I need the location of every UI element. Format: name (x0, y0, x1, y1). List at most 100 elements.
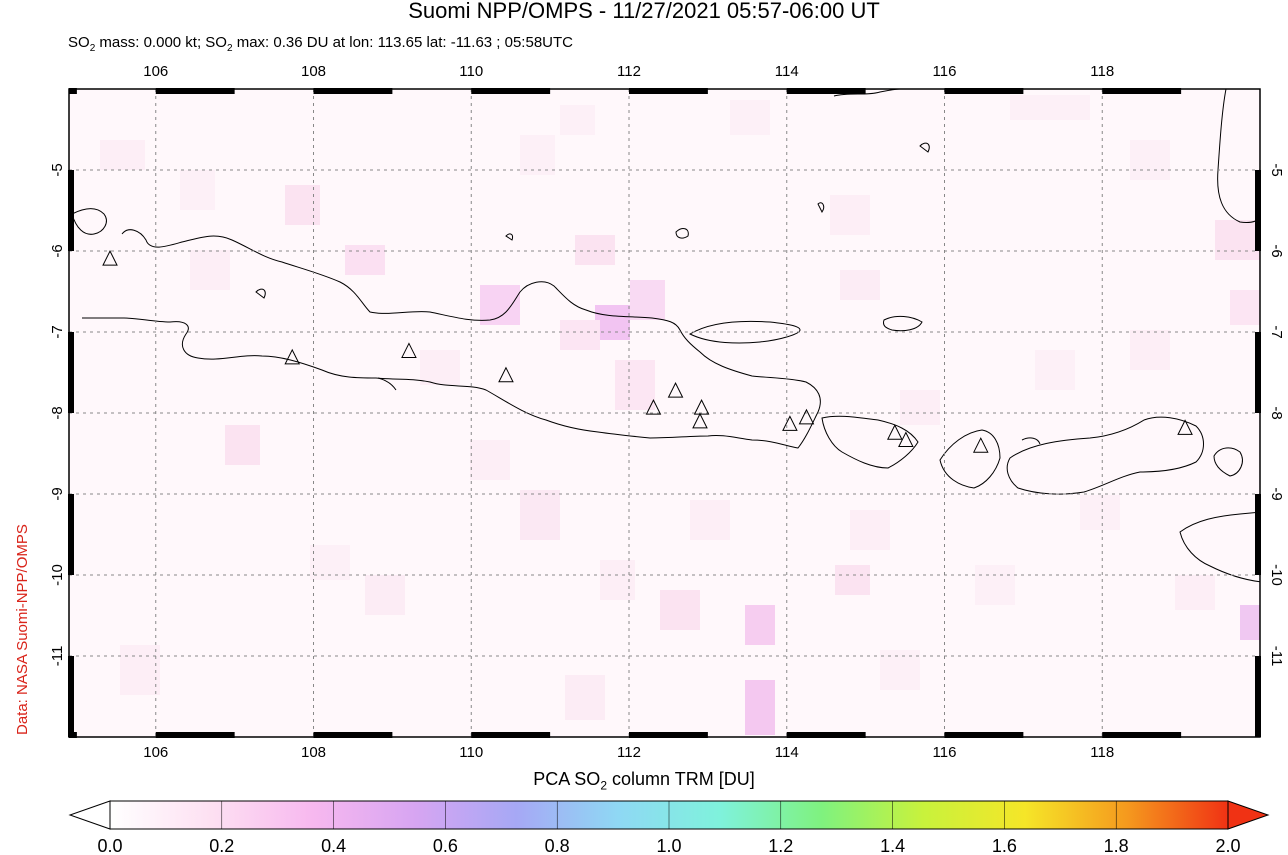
so2-pixel (1215, 220, 1260, 260)
triangle-icon (887, 424, 903, 440)
sumbawa-coastline (1006, 416, 1204, 495)
longitude-tick-label-bottom: 114 (775, 744, 799, 761)
so2-pixel (690, 500, 730, 540)
colorbar-title-part: column TRM [DU] (607, 769, 755, 789)
so2-pixel (1130, 330, 1170, 370)
subtitle-subscript: 2 (226, 43, 233, 54)
latitude-tick-label-right: -5 (1268, 163, 1285, 176)
triangle-icon (667, 382, 684, 398)
graticule (69, 89, 1260, 737)
triangle-icon (693, 399, 710, 415)
so2-pixel (660, 590, 700, 630)
so2-pixel (1010, 95, 1090, 120)
colorbar-tick-label: 1.6 (992, 836, 1017, 855)
triangle-icon (401, 342, 417, 358)
so2-pixel (850, 510, 890, 550)
so2-pixel (595, 305, 630, 340)
so2-pixel (1175, 575, 1215, 610)
java-coastline (82, 229, 821, 449)
left-border-segment (68, 332, 74, 413)
so2-pixel (480, 285, 520, 325)
longitude-tick-label-bottom: 112 (617, 744, 641, 761)
latitude-tick-label-left: -5 (49, 163, 66, 176)
colorbar-tick-label: 2.0 (1215, 836, 1240, 855)
so2-pixel (120, 645, 160, 695)
so2-pixel (560, 320, 600, 350)
so2-pixel (365, 575, 405, 615)
latitude-tick-label-right: -6 (1268, 244, 1285, 257)
so2-pixel (1035, 350, 1075, 390)
top-border-segment (313, 88, 393, 94)
so2-pixel (470, 440, 510, 480)
subtitle-subscript: 2 (89, 43, 96, 54)
so2-pixel (1230, 290, 1260, 325)
colorbar-tick-label: 0.2 (209, 836, 234, 855)
top-border-segment (944, 88, 1024, 94)
triangle-icon (498, 366, 514, 383)
colorbar-title-part: PCA SO (533, 769, 601, 789)
colorbar: 0.0 0.2 0.4 0.6 0.8 1.0 1.2 1.4 1.6 1.8 2.0 (68, 800, 1270, 855)
subtitle-part: mass: 0.000 kt; SO (95, 34, 227, 51)
triangle-icon (798, 408, 815, 425)
colorbar-title: PCA SO2 column TRM [DU] (0, 769, 1288, 793)
small-island (377, 377, 397, 391)
colorbar-min-arrow (68, 800, 111, 830)
lombok-coastline (939, 429, 1001, 489)
map-title: Suomi NPP/OMPS - 11/27/2021 05:57-06:00 … (408, 0, 880, 23)
small-island (817, 202, 825, 213)
latitude-tick-label-left: -9 (49, 487, 66, 500)
triangle-icon (782, 415, 798, 431)
colorbar-max-arrow (1227, 800, 1270, 830)
subtitle-part: max: 0.36 DU at lon: 113.65 lat: -11.63 … (232, 34, 573, 51)
bali-coastline (821, 415, 919, 469)
small-island (1021, 437, 1041, 445)
colorbar-tick-label: 0.6 (433, 836, 458, 855)
bottom-border-segment (786, 732, 866, 738)
small-island (1213, 447, 1243, 477)
sumatra-coastline (71, 208, 107, 235)
so2-pixel (615, 360, 655, 410)
triangle-icon (692, 412, 708, 429)
top-border-segment (471, 88, 551, 94)
so2-pixel (835, 565, 870, 595)
right-border-segment (1255, 332, 1261, 413)
longitude-tick-label-bottom: 118 (1090, 744, 1114, 761)
so2-pixel (630, 280, 665, 320)
so2-pixel (1130, 140, 1170, 180)
so2-pixel (225, 425, 260, 465)
so2-pixel (520, 490, 560, 540)
triangle-icon (102, 249, 118, 266)
top-border-segment (69, 88, 77, 94)
latitude-tick-label-left: -11 (49, 646, 66, 667)
axis-tick-labels: 106 106 108 108 110 110 112 112 114 114 116 116 118 1… (49, 63, 1285, 761)
colorbar-tick-label: 0.0 (97, 836, 122, 855)
so2-pixel (180, 170, 215, 210)
so2-pixel (880, 650, 920, 690)
latitude-tick-label-left: -10 (49, 564, 66, 586)
longitude-tick-label-top: 112 (617, 63, 641, 80)
latitude-tick-label-left: -6 (49, 244, 66, 257)
longitude-tick-label-top: 118 (1090, 63, 1114, 80)
bottom-border-segment (313, 732, 393, 738)
so2-pixel (745, 680, 775, 735)
so2-pixel (975, 565, 1015, 605)
so2-pixel (840, 270, 880, 300)
triangle-icon (284, 348, 301, 365)
kangean-coastline (883, 315, 923, 332)
triangle-icon (972, 437, 989, 453)
so2-pixel (600, 560, 635, 600)
so2-pixel (420, 350, 460, 385)
so2-pixel (900, 390, 940, 425)
colorbar-title-subscript: 2 (600, 778, 607, 793)
latitude-tick-label-right: -11 (1268, 646, 1285, 667)
top-border-segment (786, 88, 866, 94)
longitude-tick-label-top: 108 (301, 63, 326, 80)
top-border-segment (629, 88, 708, 94)
bawean-coastline (675, 228, 689, 239)
longitude-tick-label-bottom: 110 (459, 744, 483, 761)
longitude-tick-label-bottom: 108 (301, 744, 326, 761)
colorbar-tick-label: 1.2 (768, 836, 793, 855)
so2-pixel (190, 250, 230, 290)
colorbar-ticks: 0.0 0.2 0.4 0.6 0.8 1.0 1.2 1.4 1.6 1.8 2.0 (97, 801, 1241, 855)
longitude-tick-label-bottom: 116 (933, 744, 957, 761)
